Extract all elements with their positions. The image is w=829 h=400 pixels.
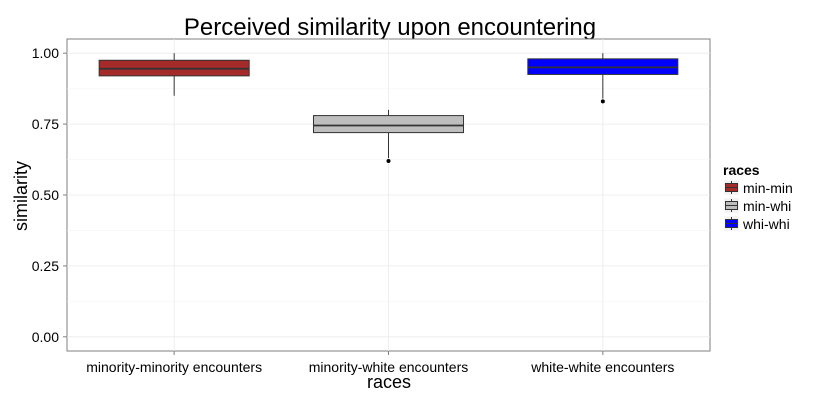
outlier-point (600, 99, 605, 104)
outlier-point (386, 158, 391, 163)
legend-item-whi-whi: whi-whi (723, 215, 790, 232)
y-axis: 0.00 0.25 0.50 0.75 1.00 (32, 45, 67, 345)
box (312, 115, 465, 134)
legend-title: races (723, 162, 760, 178)
y-axis-title: similarity (11, 161, 31, 231)
y-tick-label: 0.50 (32, 187, 59, 203)
box-min-whi (312, 109, 465, 163)
x-tick-label: minority-white encounters (309, 359, 469, 375)
legend-item-min-whi: min-whi (723, 197, 791, 214)
legend-item-min-min: min-min (723, 179, 793, 196)
y-tick-label: 0.00 (32, 329, 59, 345)
boxplots (98, 53, 679, 163)
y-tick-label: 0.25 (32, 258, 59, 274)
box-min-min (98, 53, 250, 96)
legend: races min-min min-whi whi-whi (723, 162, 793, 232)
x-tick-label: minority-minority encounters (86, 359, 262, 375)
x-axis-title: races (367, 372, 411, 392)
box-whi-whi (527, 53, 679, 104)
y-tick-label: 0.75 (32, 116, 59, 132)
legend-label: min-min (743, 180, 793, 196)
y-tick-label: 1.00 (32, 45, 59, 61)
x-axis: minority-minority encounters minority-whi… (86, 351, 674, 375)
x-tick-label: white-white encounters (530, 359, 674, 375)
legend-label: whi-whi (742, 216, 790, 232)
chart-title: Perceived similarity upon encountering (184, 14, 596, 41)
legend-label: min-whi (743, 198, 791, 214)
